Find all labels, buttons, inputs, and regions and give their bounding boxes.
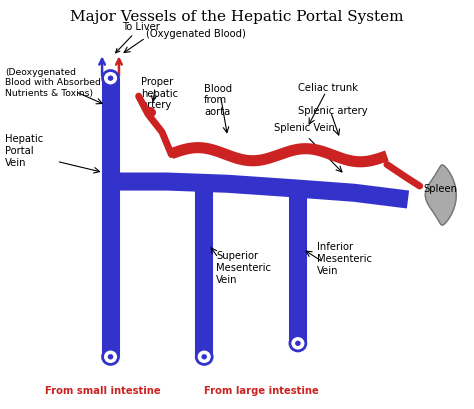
Text: Spleen: Spleen — [424, 184, 458, 194]
Text: (Oxygenated Blood): (Oxygenated Blood) — [146, 29, 246, 38]
Text: Proper
hepatic
artery: Proper hepatic artery — [141, 77, 178, 110]
Text: (Deoxygenated
Blood with Absorbed
Nutrients & Toxins): (Deoxygenated Blood with Absorbed Nutrie… — [5, 68, 101, 97]
Ellipse shape — [146, 108, 155, 117]
Text: Inferior
Mesenteric
Vein: Inferior Mesenteric Vein — [317, 242, 372, 275]
Circle shape — [196, 349, 212, 364]
Circle shape — [102, 349, 118, 364]
Text: Hepatic
Portal
Vein: Hepatic Portal Vein — [5, 134, 43, 167]
Circle shape — [108, 354, 113, 360]
Text: Splenic artery: Splenic artery — [298, 106, 367, 115]
Text: Major Vessels of the Hepatic Portal System: Major Vessels of the Hepatic Portal Syst… — [70, 9, 404, 23]
Text: To Liver: To Liver — [116, 22, 160, 54]
Circle shape — [108, 76, 113, 82]
Text: From small intestine: From small intestine — [45, 385, 161, 395]
Text: Blood
from
aorta: Blood from aorta — [204, 83, 232, 117]
Text: Splenic Vein: Splenic Vein — [274, 123, 335, 133]
Polygon shape — [425, 166, 456, 225]
Circle shape — [201, 354, 207, 360]
Circle shape — [290, 336, 306, 351]
Circle shape — [295, 341, 301, 346]
Text: Celiac trunk: Celiac trunk — [298, 83, 358, 93]
Text: Superior
Mesenteric
Vein: Superior Mesenteric Vein — [216, 251, 271, 284]
Text: From large intestine: From large intestine — [204, 385, 319, 395]
Circle shape — [102, 71, 118, 87]
